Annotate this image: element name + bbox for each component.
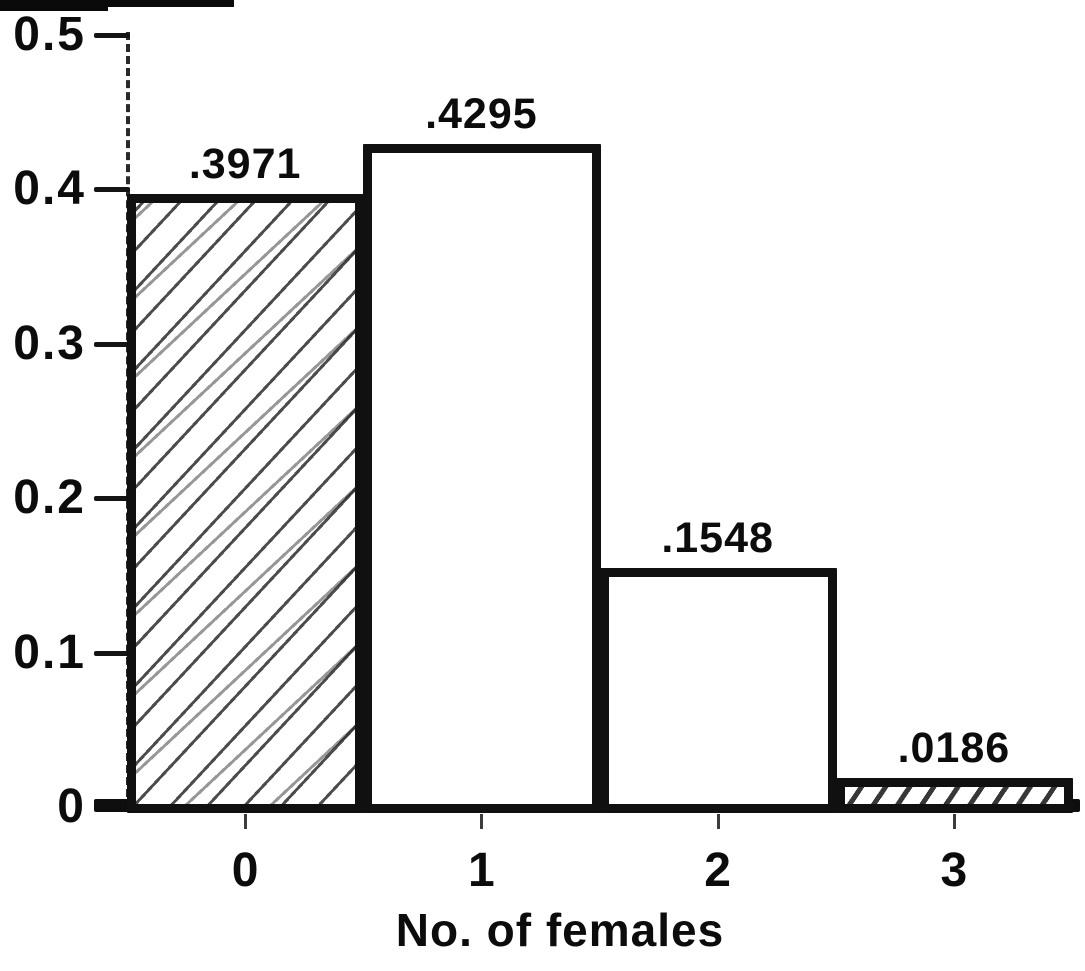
bar-value-label: .4295 — [425, 89, 538, 138]
bar-value-label: .3971 — [188, 139, 302, 188]
scan-artifact-strip-thin — [108, 0, 234, 7]
x-tick-label: 2 — [704, 844, 731, 897]
y-tick-label: 0.3 — [13, 316, 86, 370]
bar-value-label: .1548 — [661, 513, 774, 562]
bar-0 — [127, 193, 365, 813]
y-tick-label: 0.1 — [13, 625, 86, 679]
x-axis-tick — [716, 814, 720, 829]
y-tick-label: 0.2 — [13, 471, 86, 525]
x-tick-label: 0 — [231, 844, 259, 897]
scan-artifact-strip — [0, 0, 108, 11]
y-tick-label: 0.5 — [13, 8, 86, 61]
y-axis-tick — [94, 496, 130, 502]
bar-3 — [835, 778, 1073, 813]
x-axis-tick — [480, 814, 484, 829]
bar-2 — [599, 567, 837, 813]
x-axis-tick — [244, 814, 248, 829]
y-tick-label: 0 — [57, 780, 86, 833]
y-axis-tick — [94, 650, 130, 656]
x-tick-label: 1 — [468, 844, 495, 897]
bar-value-label: .0186 — [897, 724, 1011, 773]
y-tick-label: 0.4 — [13, 162, 86, 216]
x-axis-title: No. of females — [395, 904, 725, 956]
bar-1 — [363, 143, 601, 813]
x-axis-tick — [952, 814, 956, 829]
y-axis-tick — [94, 341, 130, 347]
x-tick-label: 3 — [940, 844, 968, 897]
y-axis-tick — [94, 33, 130, 38]
y-axis-tick — [94, 187, 130, 193]
